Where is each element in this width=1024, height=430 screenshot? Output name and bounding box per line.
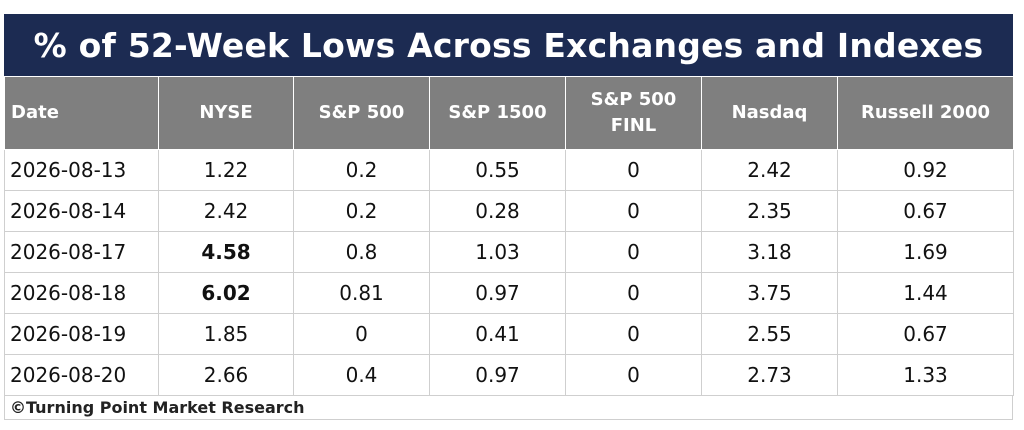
column-header-date: Date bbox=[4, 76, 159, 150]
cell-nyse: 1.85 bbox=[158, 313, 294, 355]
column-header-label: NYSE bbox=[199, 101, 253, 123]
column-header-nyse: NYSE bbox=[158, 76, 294, 150]
data-table: Date NYSE S&P 500 S&P 1500 S&P 500 FINL Nasdaq… bbox=[4, 76, 1014, 396]
cell-sp1500: 0.55 bbox=[429, 149, 566, 191]
header-row: Date NYSE S&P 500 S&P 1500 S&P 500 FINL Nasdaq… bbox=[4, 76, 1014, 150]
cell-sp1500: 0.97 bbox=[429, 272, 566, 314]
cell-russell2000: 0.67 bbox=[837, 190, 1014, 232]
cell-nyse: 2.66 bbox=[158, 354, 294, 396]
cell-nasdaq: 2.42 bbox=[701, 149, 838, 191]
table-row: 2026-08-20 2.66 0.4 0.97 0 2.73 1.33 bbox=[4, 354, 1014, 396]
cell-nasdaq: 2.35 bbox=[701, 190, 838, 232]
table-row: 2026-08-18 6.02 0.81 0.97 0 3.75 1.44 bbox=[4, 272, 1014, 314]
table-row: 2026-08-13 1.22 0.2 0.55 0 2.42 0.92 bbox=[4, 149, 1014, 191]
column-header-label-line2: FINL bbox=[610, 115, 657, 136]
cell-russell2000: 1.44 bbox=[837, 272, 1014, 314]
table-title-text: % of 52-Week Lows Across Exchanges and I… bbox=[33, 25, 984, 65]
cell-nasdaq: 3.18 bbox=[701, 231, 838, 273]
column-header-label: S&P 1500 bbox=[448, 101, 547, 123]
cell-date: 2026-08-18 bbox=[4, 272, 159, 314]
cell-sp1500: 0.41 bbox=[429, 313, 566, 355]
cell-nyse: 1.22 bbox=[158, 149, 294, 191]
cell-sp500finl: 0 bbox=[565, 149, 702, 191]
cell-sp500: 0.81 bbox=[293, 272, 430, 314]
cell-date: 2026-08-14 bbox=[4, 190, 159, 232]
cell-russell2000: 0.67 bbox=[837, 313, 1014, 355]
column-header-sp500finl: S&P 500 FINL bbox=[565, 76, 702, 150]
cell-date: 2026-08-19 bbox=[4, 313, 159, 355]
cell-sp500: 0.2 bbox=[293, 149, 430, 191]
table-body: 2026-08-13 1.22 0.2 0.55 0 2.42 0.92 2026-08-14… bbox=[4, 149, 1014, 396]
table-title: % of 52-Week Lows Across Exchanges and I… bbox=[4, 14, 1013, 76]
column-header-label: Date bbox=[11, 101, 59, 123]
column-header-label: Nasdaq bbox=[731, 101, 808, 123]
column-header-sp1500: S&P 1500 bbox=[429, 76, 566, 150]
cell-sp500finl: 0 bbox=[565, 272, 702, 314]
cell-nyse: 6.02 bbox=[158, 272, 294, 314]
cell-russell2000: 1.33 bbox=[837, 354, 1014, 396]
table-figure: % of 52-Week Lows Across Exchanges and I… bbox=[4, 14, 1014, 420]
column-header-sp500: S&P 500 bbox=[293, 76, 430, 150]
cell-sp500finl: 0 bbox=[565, 354, 702, 396]
cell-date: 2026-08-20 bbox=[4, 354, 159, 396]
cell-nyse: 2.42 bbox=[158, 190, 294, 232]
cell-nyse: 4.58 bbox=[158, 231, 294, 273]
column-header-label: S&P 500 bbox=[590, 88, 677, 110]
cell-sp500finl: 0 bbox=[565, 190, 702, 232]
column-header-russell2000: Russell 2000 bbox=[837, 76, 1014, 150]
cell-date: 2026-08-13 bbox=[4, 149, 159, 191]
footer-credit: ©Turning Point Market Research bbox=[4, 396, 1013, 420]
cell-sp500: 0.2 bbox=[293, 190, 430, 232]
cell-sp1500: 1.03 bbox=[429, 231, 566, 273]
cell-nasdaq: 2.55 bbox=[701, 313, 838, 355]
cell-date: 2026-08-17 bbox=[4, 231, 159, 273]
cell-sp500: 0.8 bbox=[293, 231, 430, 273]
cell-sp500finl: 0 bbox=[565, 231, 702, 273]
cell-nasdaq: 2.73 bbox=[701, 354, 838, 396]
cell-sp1500: 0.97 bbox=[429, 354, 566, 396]
column-header-nasdaq: Nasdaq bbox=[701, 76, 838, 150]
cell-nasdaq: 3.75 bbox=[701, 272, 838, 314]
cell-sp1500: 0.28 bbox=[429, 190, 566, 232]
table-row: 2026-08-17 4.58 0.8 1.03 0 3.18 1.69 bbox=[4, 231, 1014, 273]
column-header-label: Russell 2000 bbox=[860, 101, 990, 123]
table-row: 2026-08-19 1.85 0 0.41 0 2.55 0.67 bbox=[4, 313, 1014, 355]
table-row: 2026-08-14 2.42 0.2 0.28 0 2.35 0.67 bbox=[4, 190, 1014, 232]
column-header-label: S&P 500 bbox=[318, 101, 405, 123]
cell-sp500finl: 0 bbox=[565, 313, 702, 355]
cell-sp500: 0.4 bbox=[293, 354, 430, 396]
cell-russell2000: 0.92 bbox=[837, 149, 1014, 191]
cell-sp500: 0 bbox=[293, 313, 430, 355]
cell-russell2000: 1.69 bbox=[837, 231, 1014, 273]
